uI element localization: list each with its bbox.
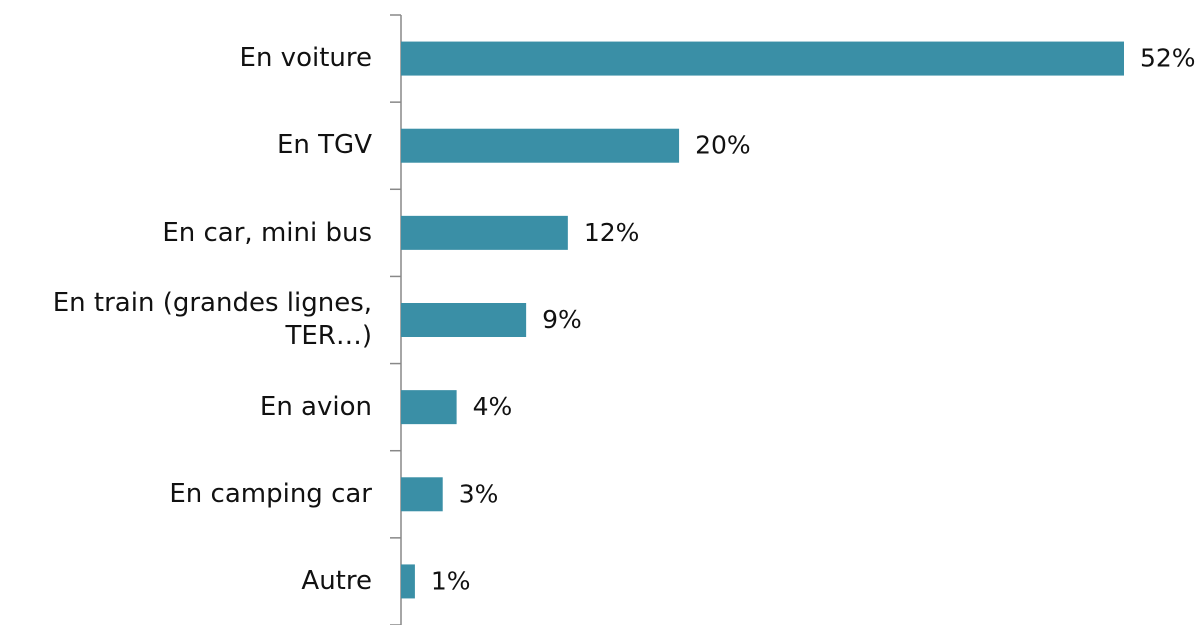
category-text: En car, mini bus [162,217,372,248]
category-text: Autre [301,566,372,597]
category-text: En TGV [277,130,372,161]
bar [401,303,527,337]
category-label: En camping car [0,451,372,538]
category-label: En train (grandes lignes, TER…) [0,276,372,363]
category-text: En avion [259,391,372,422]
category-label: Autre [0,538,372,625]
value-label: 9% [542,305,582,334]
value-label: 4% [473,392,513,421]
value-label: 20% [695,131,751,160]
bar [401,564,415,599]
value-label: 52% [1140,44,1196,73]
category-label: En TGV [0,102,372,189]
bar [401,477,443,512]
category-text: En train (grandes lignes, TER…) [52,288,372,351]
bar [401,128,680,163]
category-text: En voiture [239,43,372,74]
bar [401,215,568,250]
value-label: 3% [459,479,499,508]
category-label: En avion [0,364,372,451]
value-label: 12% [584,218,640,247]
category-text: En camping car [169,479,372,510]
bar [401,41,1124,76]
category-label: En voiture [0,15,372,102]
bar [401,390,457,425]
value-label: 1% [431,566,471,595]
category-label: En car, mini bus [0,189,372,276]
